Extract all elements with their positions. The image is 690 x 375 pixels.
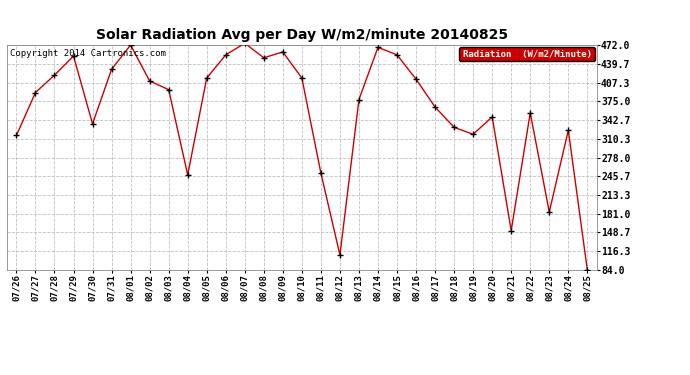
Legend: Radiation  (W/m2/Minute): Radiation (W/m2/Minute) [459, 47, 595, 61]
Title: Solar Radiation Avg per Day W/m2/minute 20140825: Solar Radiation Avg per Day W/m2/minute … [96, 28, 508, 42]
Text: Copyright 2014 Cartronics.com: Copyright 2014 Cartronics.com [10, 50, 166, 58]
